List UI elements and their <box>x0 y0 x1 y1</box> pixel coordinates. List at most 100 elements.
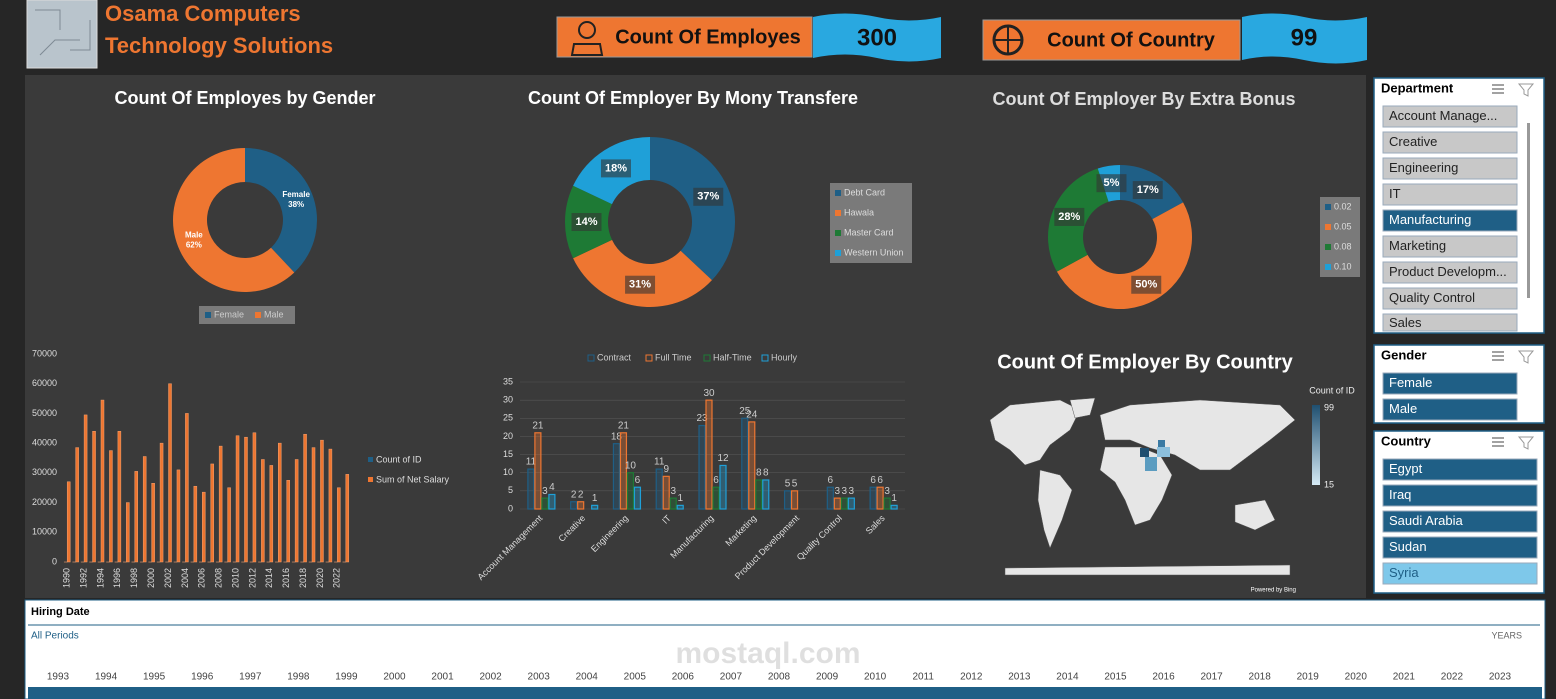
timeline-year[interactable]: 2014 <box>1056 672 1079 683</box>
timeline-year[interactable]: 2010 <box>864 672 887 683</box>
bar <box>252 432 257 563</box>
y-tick-label: 60000 <box>32 378 57 388</box>
timeline-year[interactable]: 2002 <box>479 672 502 683</box>
slicer-item[interactable] <box>1382 484 1538 507</box>
bar <box>109 450 113 563</box>
timeline-year[interactable]: 2001 <box>431 672 454 683</box>
bar <box>712 486 720 510</box>
legend-swatch <box>645 354 653 362</box>
timeline-level[interactable]: YEARS <box>1491 630 1522 640</box>
slicer-item-label: Account Manage... <box>1389 108 1497 123</box>
bar <box>890 504 898 510</box>
country-egypt <box>1140 448 1149 457</box>
timeline-year[interactable]: 2021 <box>1393 672 1416 683</box>
multi-select-button[interactable] <box>1492 351 1504 361</box>
x-tick-label: 2018 <box>298 568 308 588</box>
slicer-item-label: Sales <box>1389 315 1422 330</box>
timeline-year[interactable]: 2019 <box>1297 672 1320 683</box>
data-label: 21 <box>532 420 544 431</box>
continent <box>1037 469 1073 549</box>
timeline-year[interactable]: 2009 <box>816 672 839 683</box>
timeline-year[interactable]: 2008 <box>768 672 791 683</box>
donut-slice <box>650 137 735 281</box>
timeline-year[interactable]: 2013 <box>1008 672 1031 683</box>
timeline-year[interactable]: 2023 <box>1489 672 1512 683</box>
slicer-item[interactable] <box>1382 209 1518 232</box>
timeline-year[interactable]: 1996 <box>191 672 214 683</box>
slicer-item[interactable] <box>1382 536 1538 559</box>
timeline-year[interactable]: 2005 <box>624 672 647 683</box>
timeline-year[interactable]: 2007 <box>720 672 743 683</box>
timeline-year[interactable]: 2012 <box>960 672 983 683</box>
data-label: 23 <box>696 413 708 424</box>
slicer-item[interactable] <box>1382 398 1518 421</box>
timeline-period: All Periods <box>31 631 79 642</box>
legend-box <box>199 306 295 324</box>
slicer-item[interactable] <box>1382 287 1518 310</box>
data-label: 3 <box>849 486 855 497</box>
slicer-item[interactable] <box>1382 261 1518 284</box>
bar <box>548 493 556 510</box>
timeline-year[interactable]: 1993 <box>47 672 70 683</box>
timeline-year[interactable]: 2011 <box>912 672 934 683</box>
y-tick-label: 15 <box>503 449 513 459</box>
legend-label: Debt Card <box>844 187 885 197</box>
bar <box>92 431 96 563</box>
slicer-item[interactable] <box>1382 458 1538 481</box>
timeline-year[interactable]: 2015 <box>1104 672 1127 683</box>
legend-label: 0.10 <box>1334 261 1352 271</box>
y-tick-label: 35 <box>503 376 513 386</box>
bar <box>748 421 756 510</box>
slicer-item[interactable] <box>1382 157 1518 180</box>
clear-filter-button[interactable] <box>1517 83 1535 97</box>
bar <box>833 497 841 510</box>
bar <box>705 399 713 510</box>
donut-slice <box>172 148 295 292</box>
slicer-item[interactable] <box>1382 105 1518 128</box>
x-tick-label: 2020 <box>315 568 325 588</box>
timeline-year[interactable]: 2020 <box>1345 672 1368 683</box>
bar <box>698 424 706 510</box>
legend-swatch <box>205 312 211 318</box>
timeline-year[interactable]: 1994 <box>95 672 118 683</box>
timeline-bar[interactable] <box>28 687 1542 699</box>
multi-select-button[interactable] <box>1492 84 1504 94</box>
timeline-year[interactable]: 2006 <box>672 672 695 683</box>
bar <box>577 501 585 510</box>
legend-label: Hourly <box>771 352 798 362</box>
bar <box>83 414 88 563</box>
slice-category: Male <box>185 230 203 239</box>
clear-filter-button[interactable] <box>1517 436 1535 450</box>
data-label: 8 <box>756 468 762 479</box>
timeline-year[interactable]: 2016 <box>1152 672 1175 683</box>
x-tick-label: 2004 <box>180 568 190 588</box>
slicer-item[interactable] <box>1382 235 1518 258</box>
bar <box>244 436 248 563</box>
timeline-year[interactable]: 2022 <box>1441 672 1464 683</box>
data-label: 3 <box>835 486 841 497</box>
timeline-year[interactable]: 1999 <box>335 672 358 683</box>
legend-swatch <box>587 354 595 362</box>
timeline-year[interactable]: 1997 <box>239 672 262 683</box>
slicer-item[interactable] <box>1382 131 1518 154</box>
timeline-year[interactable]: 2017 <box>1200 672 1223 683</box>
timeline-year[interactable]: 2018 <box>1249 672 1272 683</box>
timeline-year[interactable]: 2004 <box>576 672 599 683</box>
timeline-year[interactable]: 1995 <box>143 672 166 683</box>
slicer-item[interactable] <box>1382 313 1518 332</box>
x-tick-label: 2012 <box>247 568 257 588</box>
bar <box>193 485 198 563</box>
data-label: 8 <box>763 468 769 479</box>
bar <box>826 486 834 510</box>
slicer-item[interactable] <box>1382 183 1518 206</box>
slicer-item[interactable] <box>1382 372 1518 395</box>
timeline-year[interactable]: 1998 <box>287 672 310 683</box>
continent <box>1234 499 1276 531</box>
multi-select-button[interactable] <box>1492 437 1504 447</box>
bar <box>320 439 324 563</box>
slicer-item[interactable] <box>1382 562 1538 585</box>
slicer-item[interactable] <box>1382 510 1538 533</box>
timeline-year[interactable]: 2003 <box>528 672 551 683</box>
timeline-year[interactable]: 2000 <box>383 672 406 683</box>
clear-filter-button[interactable] <box>1517 350 1535 364</box>
